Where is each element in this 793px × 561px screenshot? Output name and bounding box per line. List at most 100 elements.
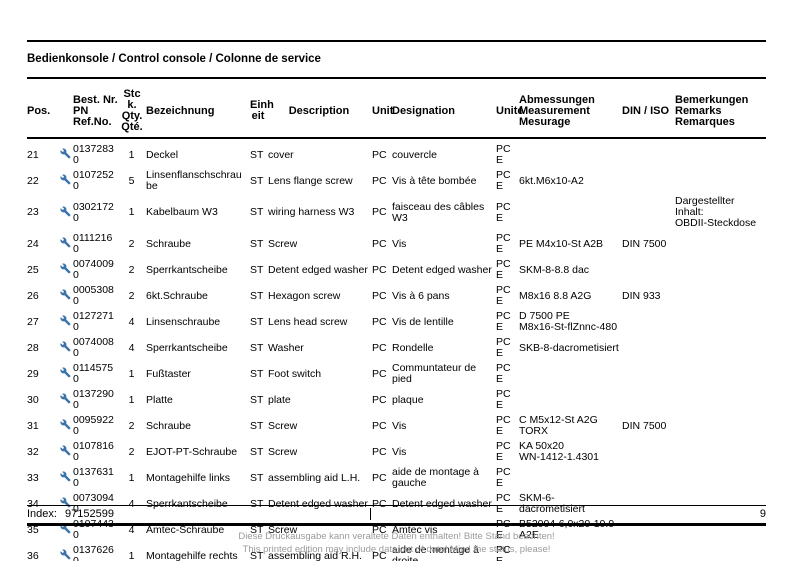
designation-cell: Amtec vis — [392, 523, 438, 536]
table-row: 33 01376310 1 Montagehilfe links ST asse… — [27, 465, 766, 491]
unit-cell: PC — [372, 419, 387, 432]
din-iso-cell — [622, 257, 675, 283]
wrench-icon[interactable] — [60, 367, 71, 378]
part-link-cell — [60, 257, 73, 283]
unit-cell: PC — [372, 174, 387, 187]
header-einheit: Einh eit — [250, 85, 274, 139]
wrench-icon[interactable] — [60, 263, 71, 274]
designation-cell: faisceau des câbles W3 — [392, 200, 485, 224]
part-number-cell: 01372830 — [73, 143, 114, 166]
einheit-cell: ST — [250, 367, 264, 380]
bezeichnung-cell: Fußtaster — [146, 367, 191, 380]
dimensions-cell — [519, 387, 622, 413]
parts-table: Pos. Best. Nr. PN Ref.No. Stck. Qty. Qté… — [27, 85, 766, 561]
wrench-icon[interactable] — [60, 393, 71, 404]
page-number: 9 — [759, 508, 766, 520]
index-cell: Index: 97152599 — [27, 508, 371, 520]
table-header-row: Pos. Best. Nr. PN Ref.No. Stck. Qty. Qté… — [27, 85, 766, 139]
header-bezeichnung: Bezeichnung — [146, 85, 250, 139]
dimensions-cell: M8x16 8.8 A2G — [519, 289, 592, 302]
unite-cell: PCE — [496, 200, 511, 224]
dimensions-cell: SKM-6-dacrometisiert — [519, 492, 585, 515]
unite-cell: PCE — [496, 492, 511, 515]
din-iso-cell — [622, 138, 675, 168]
table-row: 32 01078160 2 EJOT-PT-Schraube ST Screw … — [27, 439, 766, 465]
quantity-cell: 4 — [128, 497, 135, 510]
quantity-cell: 4 — [128, 523, 135, 536]
einheit-cell: ST — [250, 174, 264, 187]
part-link-cell — [60, 361, 73, 387]
description-cell: Screw — [268, 419, 298, 432]
designation-cell: aide de montage à droite — [392, 544, 479, 561]
unite-cell: PCE — [496, 388, 511, 411]
part-number-cell: 01072520 — [73, 169, 114, 192]
bezeichnung-cell: Amtec-Schraube — [146, 523, 225, 536]
einheit-cell: ST — [250, 263, 264, 276]
description-cell: Lens head screw — [268, 315, 348, 328]
header-icon-col — [60, 85, 73, 139]
table-row: 29 01145750 1 Fußtaster ST Foot switch P… — [27, 361, 766, 387]
header-unite: Unité — [496, 85, 524, 139]
description-cell: assembling aid R.H. — [268, 549, 362, 561]
unit-cell: PC — [372, 263, 387, 276]
dimensions-cell: SKM-8-8.8 dac — [519, 263, 590, 276]
pos-cell: 34 — [27, 497, 39, 510]
unite-cell: PCE — [496, 362, 511, 385]
wrench-icon[interactable] — [60, 237, 71, 248]
wrench-icon[interactable] — [60, 174, 71, 185]
pos-cell: 23 — [27, 206, 39, 218]
quantity-cell: 2 — [128, 289, 135, 302]
wrench-icon[interactable] — [60, 549, 71, 560]
pos-cell: 31 — [27, 419, 39, 432]
part-link-cell — [60, 309, 73, 335]
part-link-cell — [60, 283, 73, 309]
wrench-icon[interactable] — [60, 315, 71, 326]
remarks-cell — [675, 335, 766, 361]
bezeichnung-cell: Montagehilfe links — [146, 471, 231, 484]
table-row: 25 00740090 2 Sperrkantscheibe ST Detent… — [27, 257, 766, 283]
header-unit: Unit — [372, 85, 393, 139]
notice-de: Diese Druckausgabe kann veraltete Daten … — [238, 531, 555, 542]
remarks-cell — [675, 439, 766, 465]
table-row: 34 00730940 4 Sperrkantscheibe ST Detent… — [27, 491, 766, 517]
quantity-cell: 1 — [128, 393, 135, 406]
part-number-cell: 01372900 — [73, 388, 114, 411]
quantity-cell: 2 — [128, 419, 135, 432]
pos-cell: 35 — [27, 523, 39, 536]
unite-cell: PCE — [496, 544, 511, 561]
bezeichnung-cell: Sperrkantscheibe — [146, 263, 228, 276]
wrench-icon[interactable] — [60, 471, 71, 482]
remarks-cell: Dargestellter Inhalt: OBDII-Steckdose — [675, 195, 757, 229]
bezeichnung-cell: Deckel — [146, 148, 179, 161]
einheit-cell: ST — [250, 148, 264, 161]
part-number-cell: 01376310 — [73, 466, 114, 489]
einheit-cell: ST — [250, 549, 264, 561]
unit-cell: PC — [372, 315, 387, 328]
part-link-cell — [60, 517, 73, 543]
quantity-cell: 1 — [128, 549, 135, 561]
quantity-cell: 2 — [128, 263, 135, 276]
wrench-icon[interactable] — [60, 445, 71, 456]
part-number-cell: 01112160 — [73, 232, 113, 255]
unite-cell: PCE — [496, 232, 511, 255]
description-cell: Foot switch — [268, 367, 322, 380]
part-number-cell: 01272710 — [73, 310, 114, 333]
wrench-icon[interactable] — [60, 148, 71, 159]
part-number-cell: 00053080 — [73, 284, 114, 307]
wrench-icon[interactable] — [60, 206, 71, 217]
wrench-icon[interactable] — [60, 341, 71, 352]
wrench-icon[interactable] — [60, 523, 71, 534]
table-row: 36 01376260 1 Montagehilfe rechts ST ass… — [27, 543, 766, 561]
bezeichnung-cell: Platte — [146, 393, 173, 406]
wrench-icon[interactable] — [60, 289, 71, 300]
wrench-icon[interactable] — [60, 419, 71, 430]
quantity-cell: 4 — [128, 341, 135, 354]
unite-cell: PCE — [496, 440, 511, 463]
part-link-cell — [60, 387, 73, 413]
unit-cell: PC — [372, 445, 387, 458]
description-cell: wiring harness W3 — [268, 206, 355, 218]
din-iso-cell — [622, 335, 675, 361]
top-rule — [27, 40, 766, 42]
unit-cell: PC — [372, 367, 387, 380]
